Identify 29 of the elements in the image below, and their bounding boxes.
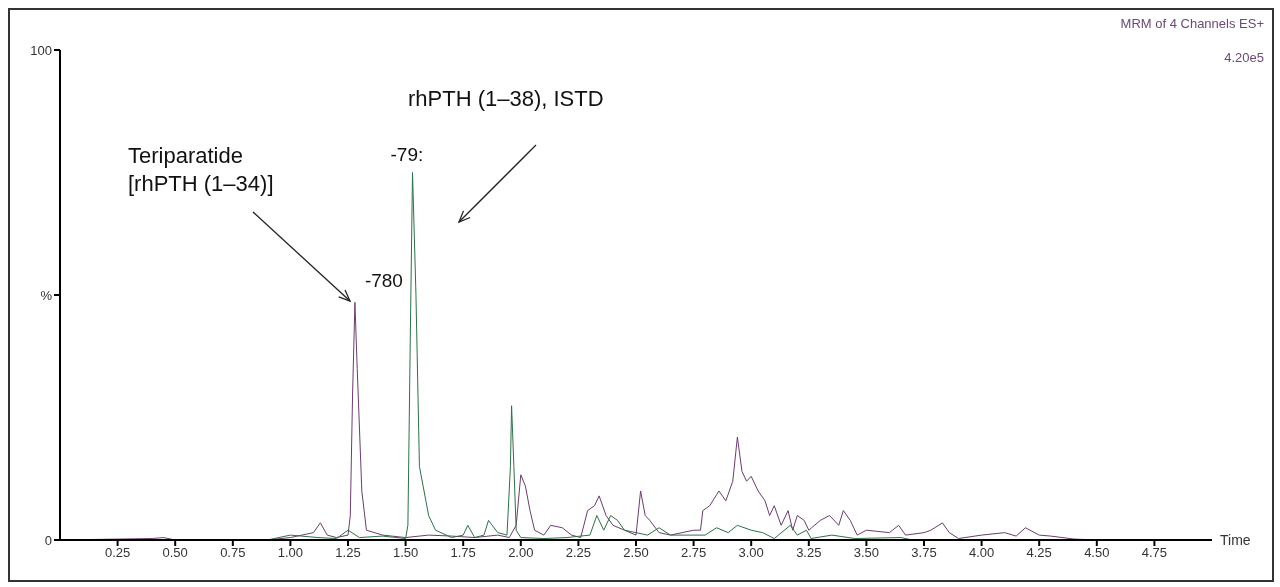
x-tick-label: 3.25 (796, 545, 822, 561)
x-tick-label: 2.75 (680, 545, 707, 561)
x-tick-label: 4.25 (1026, 545, 1052, 561)
y-tick-label: % (40, 287, 53, 303)
x-tick-label: 2.00 (508, 545, 534, 561)
x-tick-label: 1.75 (450, 545, 476, 561)
text: 4.20e5 (1224, 50, 1264, 65)
y-tick-label: 0 (44, 532, 52, 548)
x-tick-label: 0.50 (162, 545, 188, 561)
annotation: Teriparatide [rhPTH (1–34)] (128, 143, 274, 196)
x-tick-label: 0.25 (104, 545, 131, 561)
x-tick-label: 1.25 (335, 545, 361, 561)
x-tick-label: 0.75 (220, 545, 246, 561)
x-tick-label: 4.50 (1084, 545, 1110, 561)
x-tick-label: 3.00 (738, 545, 764, 561)
x-tick-label: 4.00 (968, 545, 995, 561)
x-axis-title: Time (1220, 532, 1251, 548)
y-tick-label: 100 (30, 42, 52, 58)
x-tick-label: 1.00 (277, 545, 304, 561)
annotation: rhPTH (1–38), ISTD (408, 86, 604, 111)
annotation: -79: (390, 143, 424, 165)
x-tick-label: 3.75 (911, 545, 937, 561)
x-tick-label: 2.50 (623, 545, 649, 561)
x-tick-label: 3.50 (853, 545, 880, 561)
text: MRM of 4 Channels ES+ (1120, 16, 1264, 31)
annotation: -780 (364, 270, 403, 292)
x-tick-label: 1.50 (392, 545, 419, 561)
x-tick-label: 4.75 (1141, 545, 1168, 561)
x-tick-label: 2.25 (565, 545, 592, 561)
